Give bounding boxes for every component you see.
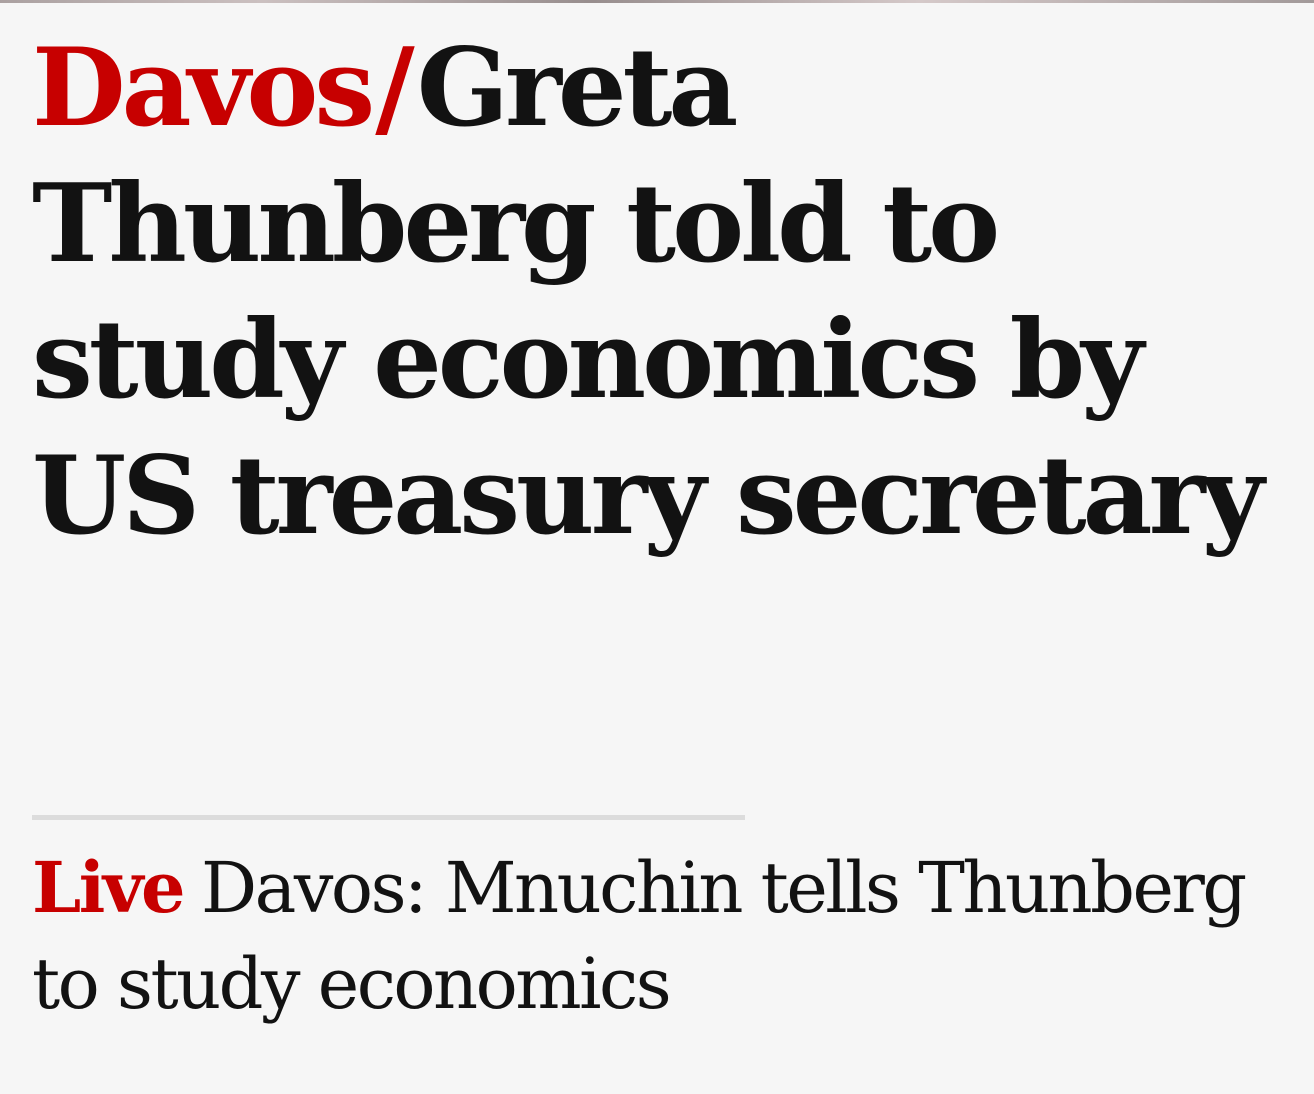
related-link-text: Davos: Mnuchin tells Thunberg to study e… <box>32 847 1245 1025</box>
headline-link[interactable]: Davos/Greta Thunberg told to study econo… <box>32 20 1282 564</box>
related-live-link[interactable]: Live Davos: Mnuchin tells Thunberg to stu… <box>32 840 1282 1032</box>
live-badge: Live <box>32 846 183 929</box>
divider <box>32 815 745 820</box>
image-edge-strip <box>0 0 1314 3</box>
kicker-separator: / <box>375 25 410 151</box>
headline-kicker: Davos <box>32 25 371 151</box>
